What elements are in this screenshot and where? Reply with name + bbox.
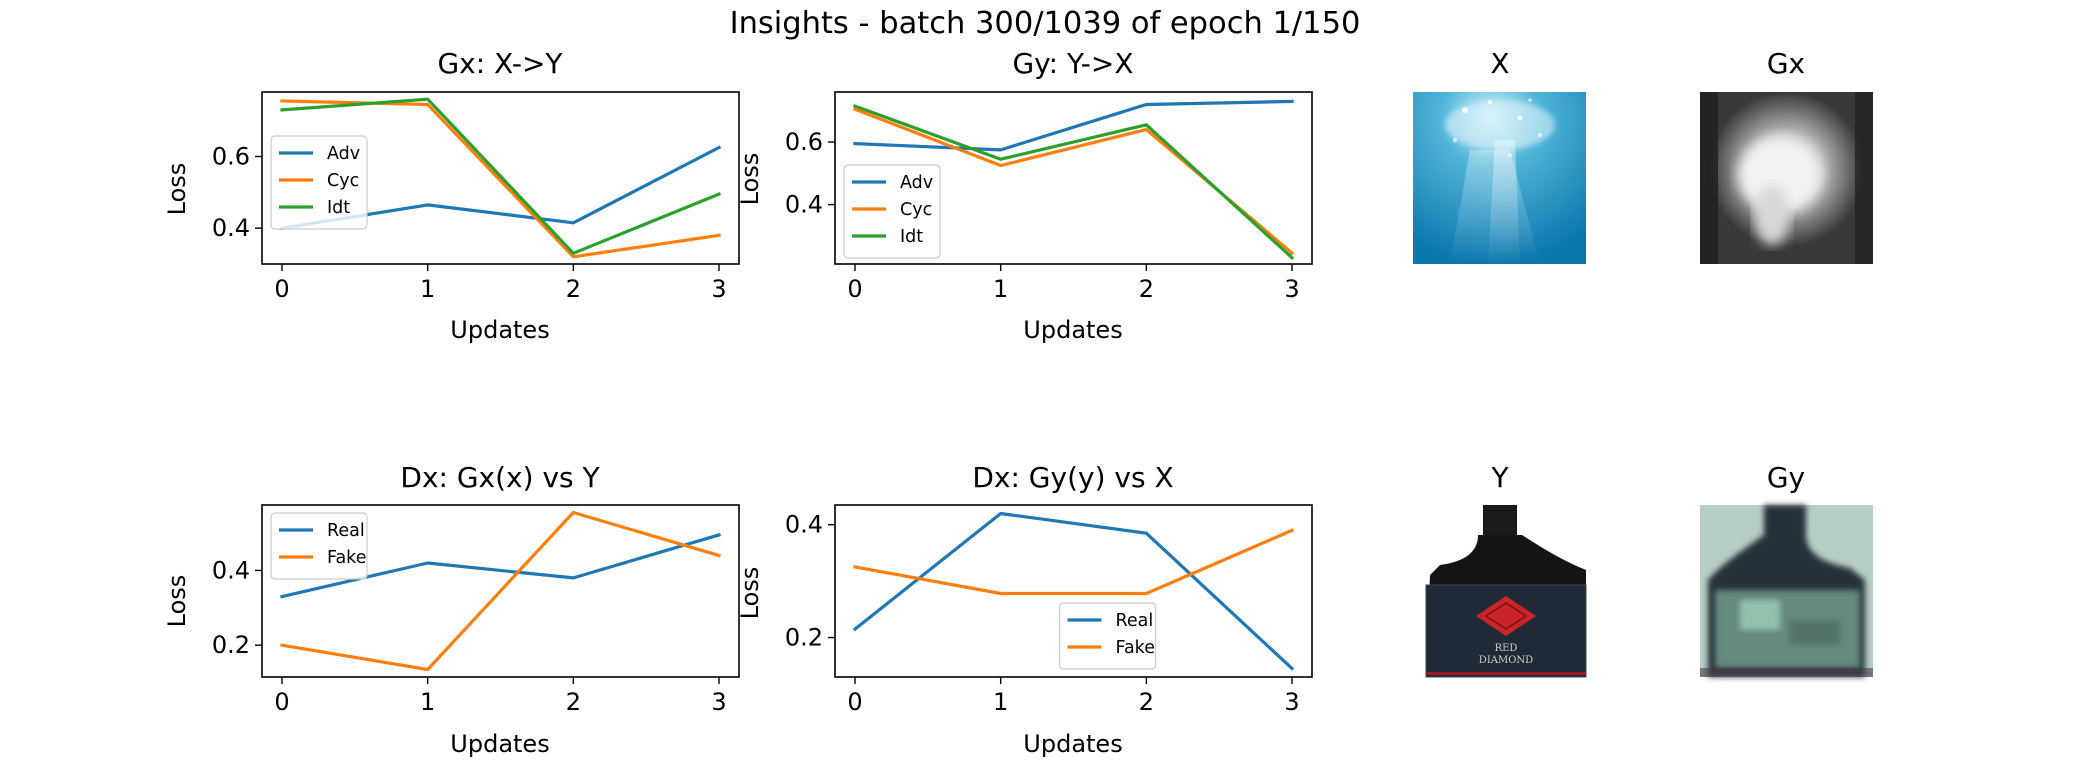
- plot-dx1-ticks: 0 1 2 3 0.2 0.4: [212, 556, 727, 716]
- plot-dx1-xtick-label: 1: [420, 688, 435, 716]
- figure-suptitle: Insights - batch 300/1039 of epoch 1/150: [729, 6, 1361, 41]
- plot-gy-legend-label-adv: Adv: [900, 173, 933, 193]
- plot-dx2-ylabel: Loss: [736, 567, 764, 620]
- plot-gy-series-adv-line: [853, 99, 1294, 152]
- plot-gx-legend: Adv Cyc Idt: [270, 135, 368, 230]
- plot-gy-ytick-label: 0.6: [785, 128, 823, 156]
- image-panel-gx: Gx: [1700, 47, 1873, 264]
- plot-gx-xtick-label: 2: [566, 275, 581, 303]
- plot-dx1-lines: [280, 510, 721, 672]
- plot-gy-legend-label-idt: Idt: [900, 227, 923, 247]
- image-panel-y: Y RED DIAMOND: [1420, 461, 1587, 678]
- plot-dx1-legend-label-fake: Fake: [327, 548, 366, 568]
- image-gx-title: Gx: [1767, 47, 1805, 80]
- plot-dx2-ytick-label: 0.4: [785, 511, 823, 539]
- plot-gx-series-cyc-line: [280, 99, 721, 259]
- plot-dx1-ytick-label: 0.2: [212, 631, 250, 659]
- plot-gy-ticks: 0 1 2 3 0.4 0.6: [785, 128, 1300, 303]
- plot-gx-ticks: 0 1 2 3 0.4 0.6: [212, 143, 727, 304]
- plot-dx1: Dx: Gx(x) vs Y 0 1 2 3 0.2 0.4 Updates Loss R…: [163, 461, 740, 758]
- plot-gy-frame: [834, 91, 1313, 265]
- image-y-picture: RED DIAMOND: [1420, 505, 1587, 678]
- plot-gy-xtick-label: 1: [993, 275, 1008, 303]
- plot-gx-ytick-label: 0.4: [212, 214, 250, 242]
- plot-gx-xlabel: Updates: [450, 316, 549, 344]
- plot-dx2-title: Dx: Gy(y) vs X: [972, 461, 1173, 494]
- plot-dx2-series-fake-line: [853, 528, 1295, 596]
- plot-dx2-xlabel: Updates: [1023, 730, 1122, 758]
- image-gy-title: Gy: [1767, 461, 1805, 494]
- plot-gy-ylabel: Loss: [736, 153, 764, 206]
- plot-dx1-xtick-label: 2: [566, 688, 581, 716]
- plot-gx-legend-label-cyc: Cyc: [327, 171, 359, 191]
- plot-gx-xtick-label: 0: [274, 275, 289, 303]
- plot-gy-legend-label-cyc: Cyc: [900, 200, 932, 220]
- plot-dx1-series-fake-line: [280, 510, 721, 672]
- plot-dx2-ytick-label: 0.2: [785, 624, 823, 652]
- plot-dx2-legend-label-real: Real: [1116, 611, 1154, 631]
- image-panel-x: X: [1413, 47, 1586, 264]
- plot-dx1-xtick-label: 3: [711, 688, 726, 716]
- plot-gy-xtick-label: 2: [1139, 275, 1154, 303]
- plot-dx1-frame: [261, 504, 740, 678]
- plot-dx1-xlabel: Updates: [450, 730, 549, 758]
- plot-gy-title: Gy: Y->X: [1012, 47, 1133, 80]
- image-panel-gy: Gy: [1700, 461, 1873, 677]
- plot-gy-series-idt-line: [852, 104, 1295, 260]
- image-x-picture: [1413, 92, 1586, 264]
- plot-dx1-xtick-label: 0: [274, 688, 289, 716]
- plot-gy-legend: Adv Cyc Idt: [843, 164, 941, 259]
- plot-dx1-series-real-line: [280, 532, 721, 599]
- plot-gy-ytick-label: 0.4: [785, 191, 823, 219]
- plot-dx2-series-real-line: [852, 511, 1295, 671]
- plot-dx1-legend: Real Fake: [270, 512, 368, 580]
- plot-gx: Gx: X->Y 0 1 2 3 0.4 0.6 Updates Loss Adv Cyc I…: [163, 47, 740, 344]
- plot-dx2-legend-label-fake: Fake: [1116, 638, 1155, 658]
- plot-dx2: Dx: Gy(y) vs X 0 1 2 3 0.2 0.4 Updates Loss R…: [736, 461, 1313, 758]
- plot-dx2-xtick-label: 0: [847, 688, 862, 716]
- plot-gx-frame: [261, 91, 740, 265]
- plot-dx1-title: Dx: Gx(x) vs Y: [400, 461, 600, 494]
- plot-gx-ylabel: Loss: [163, 163, 191, 216]
- plot-gx-xtick-label: 1: [420, 275, 435, 303]
- plot-gx-ytick-label: 0.6: [212, 143, 250, 171]
- plot-gx-series-idt-line: [280, 97, 722, 255]
- plot-gx-title: Gx: X->Y: [437, 47, 563, 80]
- plot-gx-xtick-label: 3: [711, 275, 726, 303]
- plot-dx2-xtick-label: 1: [993, 688, 1008, 716]
- plot-dx1-legend-label-real: Real: [327, 521, 365, 541]
- plot-gy-lines: [852, 99, 1295, 260]
- plot-dx2-ticks: 0 1 2 3 0.2 0.4: [785, 511, 1300, 716]
- plot-dx2-frame: [834, 504, 1313, 678]
- plot-dx1-ytick-label: 0.4: [212, 556, 250, 584]
- plot-dx2-legend: Real Fake: [1058, 602, 1157, 670]
- plot-gy: Gy: Y->X 0 1 2 3 0.4 0.6 Updates Loss Adv Cyc I…: [736, 47, 1313, 344]
- plot-gy-xlabel: Updates: [1023, 316, 1122, 344]
- plot-gy-xtick-label: 0: [847, 275, 862, 303]
- image-y-title: Y: [1490, 461, 1509, 494]
- bottle-label-line1: RED: [1495, 643, 1518, 654]
- plot-dx2-xtick-label: 3: [1284, 688, 1299, 716]
- plot-dx2-lines: [852, 511, 1295, 671]
- plot-dx2-xtick-label: 2: [1139, 688, 1154, 716]
- plot-gx-legend-label-idt: Idt: [327, 198, 350, 218]
- plot-gy-xtick-label: 3: [1284, 275, 1299, 303]
- bottle-label-line2: DIAMOND: [1479, 655, 1533, 666]
- plot-dx1-ylabel: Loss: [163, 575, 191, 628]
- image-gx-picture: [1700, 92, 1873, 264]
- plot-gx-legend-label-adv: Adv: [327, 144, 360, 164]
- image-gy-picture: [1700, 505, 1873, 677]
- image-x-title: X: [1490, 47, 1509, 80]
